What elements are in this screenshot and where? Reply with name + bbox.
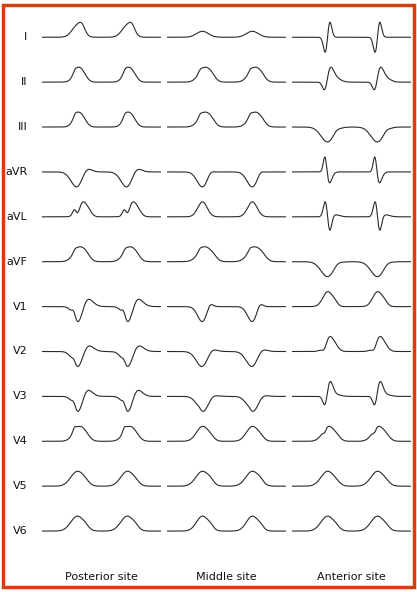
Text: Posterior site: Posterior site	[65, 572, 138, 583]
Text: Middle site: Middle site	[196, 572, 256, 583]
Text: Anterior site: Anterior site	[317, 572, 386, 583]
Text: V3: V3	[13, 391, 28, 401]
Text: V2: V2	[13, 346, 28, 356]
Text: III: III	[18, 122, 28, 132]
Text: V6: V6	[13, 526, 28, 536]
Text: aVL: aVL	[7, 212, 28, 222]
Text: aVF: aVF	[7, 257, 28, 267]
Text: I: I	[24, 32, 28, 42]
Text: V5: V5	[13, 481, 28, 491]
Text: II: II	[21, 77, 28, 87]
Text: aVR: aVR	[5, 167, 28, 177]
Text: V1: V1	[13, 301, 28, 311]
Text: V4: V4	[13, 436, 28, 446]
